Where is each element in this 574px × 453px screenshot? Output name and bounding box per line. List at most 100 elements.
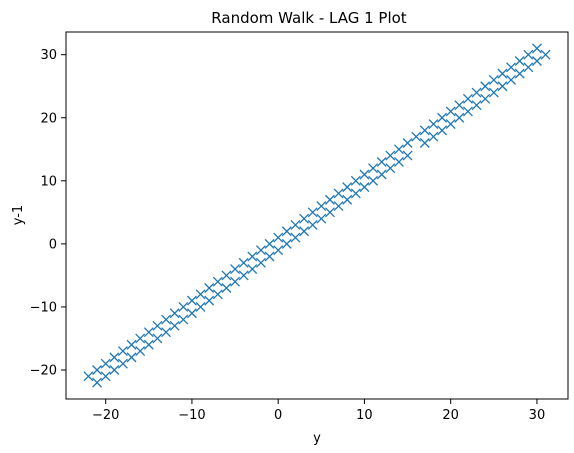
data-point-marker [100, 358, 111, 369]
data-point-marker [376, 156, 387, 167]
data-point-marker [126, 339, 137, 350]
data-point-marker [523, 62, 534, 73]
data-point-marker [462, 106, 473, 117]
data-point-marker [135, 346, 146, 357]
data-point-marker [204, 283, 215, 293]
data-point-marker [540, 49, 551, 60]
x-tick-label: −20 [92, 408, 119, 423]
data-point-marker [437, 125, 448, 136]
y-tick-label: 10 [40, 174, 57, 189]
x-axis-ticks: −20 −10 0 10 20 30 [92, 399, 545, 423]
data-point-marker [497, 68, 508, 79]
data-point-marker [299, 213, 310, 224]
data-point-marker [169, 308, 180, 319]
data-point-marker [117, 346, 128, 357]
data-point-marker [152, 320, 163, 331]
data-point-marker [307, 219, 318, 230]
data-point-marker [255, 245, 266, 256]
x-tick-label: 30 [529, 408, 546, 423]
y-tick-label: 20 [40, 111, 57, 126]
data-points [83, 43, 551, 388]
data-point-marker [454, 100, 465, 111]
data-point-marker [230, 264, 241, 275]
y-axis-ticks: −20 −10 0 10 20 30 [30, 48, 66, 378]
data-point-marker [290, 232, 301, 243]
data-point-marker [273, 232, 284, 243]
data-point-marker [212, 289, 223, 300]
data-point-marker [281, 226, 292, 237]
data-point-marker [135, 333, 146, 344]
data-point-marker [514, 68, 525, 79]
x-tick-label: 20 [442, 408, 459, 423]
data-point-marker [264, 238, 275, 249]
data-point-marker [161, 314, 172, 325]
data-point-marker [307, 207, 318, 218]
plot-area-frame [65, 31, 569, 400]
data-point-marker [152, 333, 163, 344]
data-point-marker [92, 365, 103, 375]
data-point-marker [385, 163, 396, 174]
data-point-marker [221, 283, 232, 293]
data-point-marker [299, 226, 310, 237]
data-point-marker [350, 188, 361, 199]
data-point-marker [247, 264, 258, 275]
x-tick-label: −10 [178, 408, 205, 423]
y-tick-label: 0 [49, 237, 57, 252]
data-point-marker [212, 276, 223, 287]
y-tick-label: −10 [30, 300, 57, 315]
data-point-marker [368, 175, 379, 186]
data-point-marker [445, 106, 456, 117]
data-point-marker [376, 169, 387, 180]
data-point-marker [143, 339, 154, 350]
y-axis-label: y-1 [11, 205, 26, 225]
x-tick-label: 0 [274, 408, 282, 423]
data-point-marker [506, 74, 517, 85]
chart-title: Random Walk - LAG 1 Plot [211, 9, 407, 27]
data-point-marker [385, 150, 396, 161]
data-point-marker [497, 81, 508, 92]
data-point-marker [437, 112, 448, 123]
data-point-marker [368, 163, 379, 174]
data-point-marker [247, 251, 258, 262]
data-point-marker [419, 125, 430, 136]
data-point-marker [238, 257, 249, 268]
data-point-marker [316, 213, 327, 224]
data-point-marker [324, 194, 335, 205]
data-point-marker [143, 327, 154, 338]
data-point-marker [126, 352, 137, 363]
data-point-marker [169, 320, 180, 331]
data-point-marker [333, 188, 344, 199]
data-point-marker [204, 295, 215, 306]
data-point-marker [273, 245, 284, 256]
data-point-marker [523, 49, 534, 60]
data-point-marker [454, 112, 465, 123]
data-point-marker [393, 156, 404, 167]
data-point-marker [316, 201, 327, 212]
data-point-marker [161, 327, 172, 338]
data-point-marker [428, 119, 439, 130]
data-point-marker [506, 62, 517, 73]
data-point-marker [411, 131, 422, 142]
data-point-marker [195, 289, 206, 300]
data-point-marker [480, 81, 491, 92]
data-point-marker [324, 207, 335, 218]
data-point-marker [221, 270, 232, 281]
data-point-marker [83, 371, 94, 382]
data-point-marker [178, 314, 189, 325]
data-point-marker [471, 87, 482, 98]
data-point-marker [531, 56, 542, 66]
data-point-marker [238, 270, 249, 281]
data-point-marker [531, 43, 542, 54]
y-tick-label: −20 [30, 363, 57, 378]
data-point-marker [100, 371, 111, 382]
y-tick-label: 30 [40, 48, 57, 63]
data-point-marker [350, 175, 361, 186]
data-point-marker [359, 169, 370, 180]
data-point-marker [195, 301, 206, 312]
data-point-marker [419, 138, 430, 148]
data-point-marker [359, 182, 370, 193]
data-point-marker [281, 238, 292, 249]
data-point-marker [230, 276, 241, 287]
data-point-marker [445, 119, 456, 130]
